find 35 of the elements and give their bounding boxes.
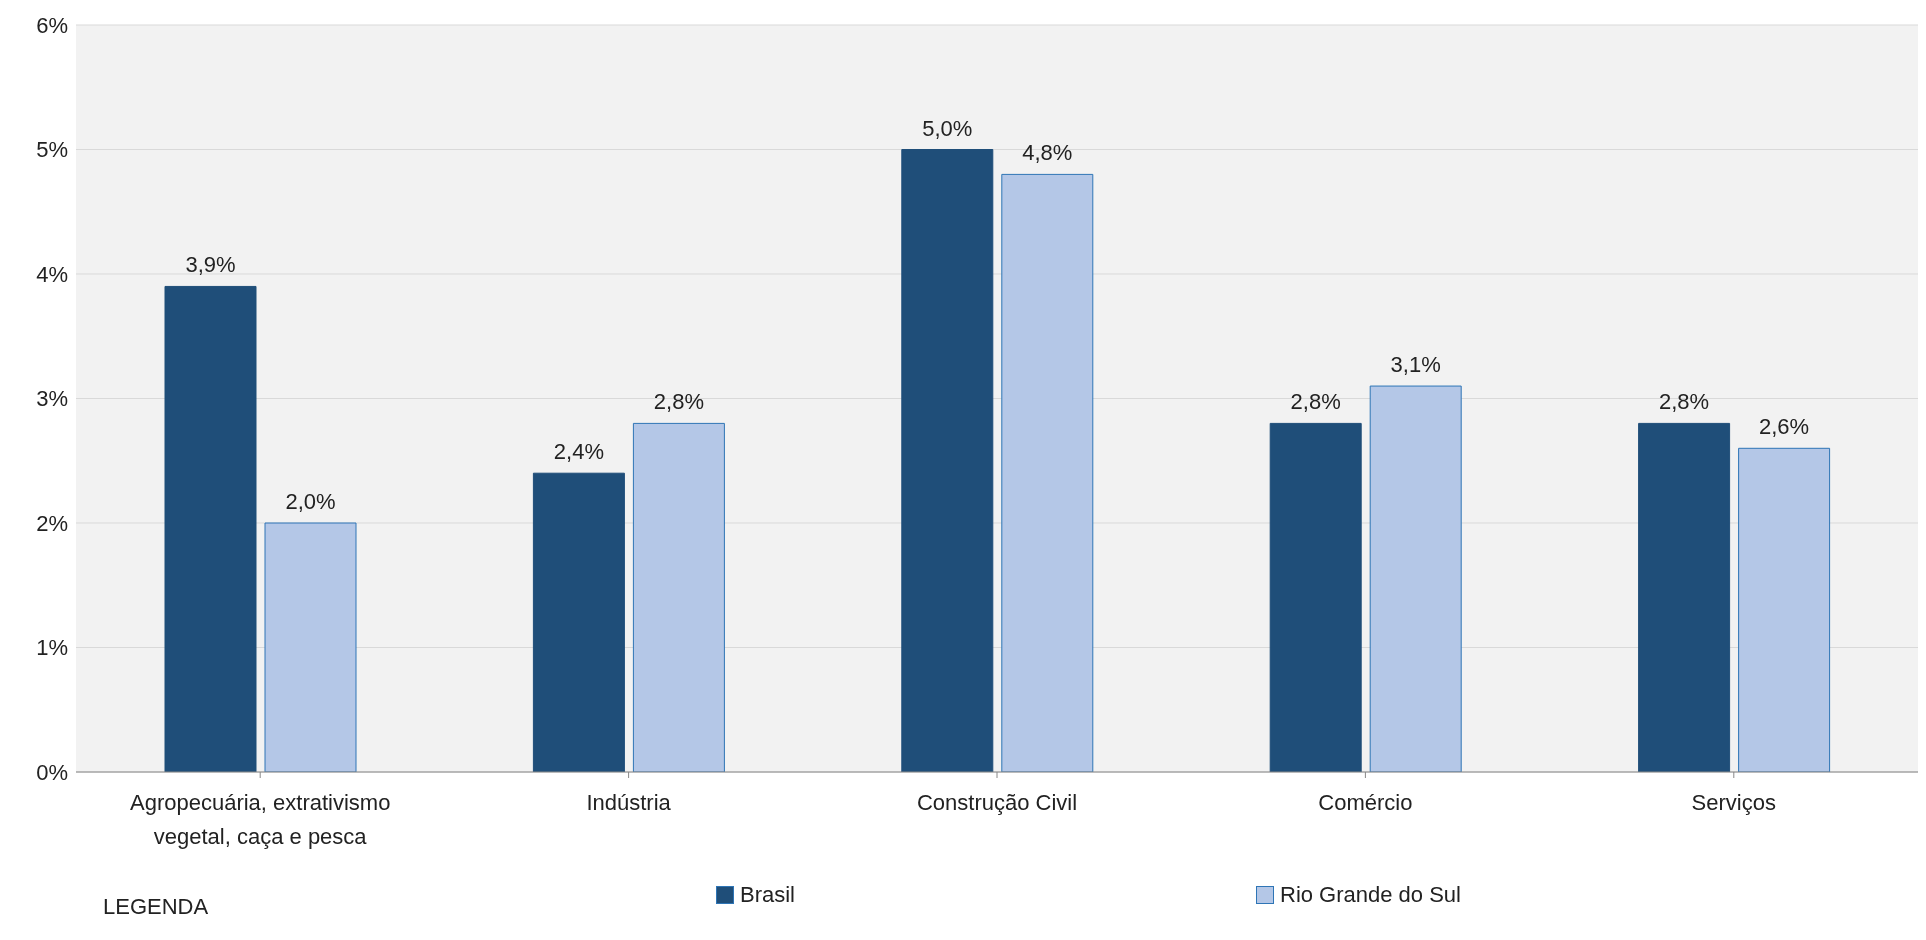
data-label: 3,1% xyxy=(1390,352,1441,378)
bar xyxy=(164,285,257,772)
x-tick-label: Indústria xyxy=(586,790,672,815)
legend-label: Brasil xyxy=(739,882,796,908)
x-tick-label: Construção Civil xyxy=(916,790,1078,815)
data-label: 5,0% xyxy=(922,115,973,141)
data-label: 2,8% xyxy=(1290,389,1341,415)
y-tick-label: 2% xyxy=(36,510,68,536)
x-tick-label: Comércio xyxy=(1318,790,1413,815)
data-label: 2,8% xyxy=(1659,389,1710,415)
bar xyxy=(1638,422,1731,772)
data-label: 3,9% xyxy=(185,252,236,278)
bar xyxy=(632,422,725,772)
legend-label: Rio Grande do Sul xyxy=(1279,882,1461,908)
x-tick-label: Agropecuária, extrativismo vegetal, caça e pesca xyxy=(129,790,391,849)
bar xyxy=(264,522,357,772)
bar xyxy=(901,149,994,772)
y-tick-label: 3% xyxy=(36,386,68,412)
data-label: 2,8% xyxy=(653,389,704,415)
bar xyxy=(1001,173,1094,772)
legend-title: LEGENDA xyxy=(103,894,209,920)
x-tick-label: Serviços xyxy=(1691,790,1776,815)
y-tick-label: 6% xyxy=(36,12,68,38)
bar xyxy=(1269,422,1362,772)
data-label: 2,0% xyxy=(285,489,336,514)
bar xyxy=(1738,447,1831,772)
y-tick-label: 1% xyxy=(36,635,68,661)
y-tick-label: 4% xyxy=(36,261,68,287)
bar xyxy=(1369,385,1462,772)
data-label: 2,6% xyxy=(1759,414,1810,440)
y-tick-label: 0% xyxy=(36,759,68,785)
y-tick-label: 5% xyxy=(36,137,68,163)
data-label: 2,4% xyxy=(553,439,604,465)
data-label: 4,8% xyxy=(1022,140,1073,166)
bar xyxy=(532,472,625,772)
